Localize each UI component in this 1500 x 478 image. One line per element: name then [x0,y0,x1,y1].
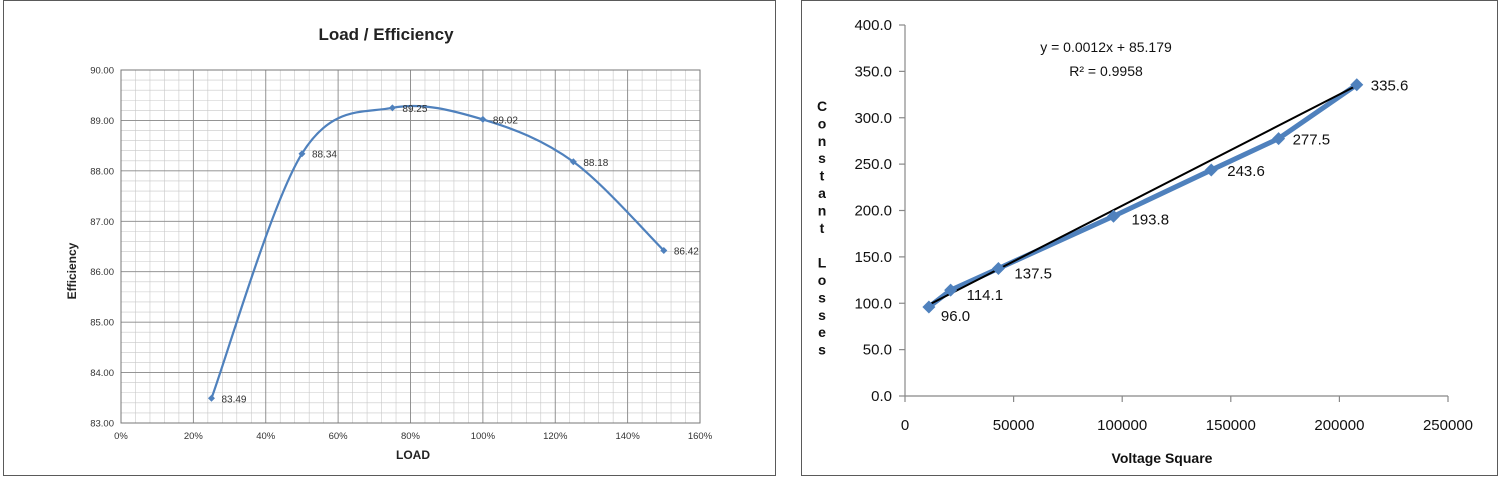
constant-losses-chart: 0.0 50.0 100.0 150.0 200.0 250.0 300.0 350.0 400… [817,17,1473,466]
y-tick-label: 87.00 [90,217,114,228]
data-label: 89.25 [402,104,427,115]
data-point [922,300,936,314]
y-axis-label-letter: s [818,150,826,166]
y-tick-labels: 83.00 84.00 85.00 86.00 87.00 88.00 89.00 90.00 [90,66,114,430]
trendline-equation: y = 0.0012x + 85.179 [1040,39,1172,55]
x-axis-label: LOAD [396,448,430,462]
x-tick-label: 200000 [1314,417,1364,434]
y-axis-label-letter: o [818,115,827,131]
y-axis-label-letter: s [818,289,826,305]
x-tick-label: 0 [901,417,909,434]
data-point [1204,163,1218,177]
y-axis-label-letter: e [818,324,826,340]
x-tick-label: 150000 [1206,417,1256,434]
trendline-r-squared: R² = 0.9958 [1069,63,1143,79]
data-label: 243.6 [1227,163,1265,180]
data-label: 114.1 [967,287,1003,304]
data-point [388,104,396,112]
y-axis-label-letter: n [818,202,827,218]
x-tick-label: 120% [543,431,568,442]
data-label: 96.0 [941,308,970,325]
data-point [569,158,577,166]
efficiency-data-labels: 83.49 88.34 89.25 89.02 88.18 86.42 [221,104,699,405]
efficiency-chart-panel: Load / Efficiency 83.00 84.00 85.00 86.00 87… [3,0,776,476]
y-tick-label: 400.0 [854,17,892,34]
data-label: 89.02 [493,115,518,126]
y-axis-label-letter: t [820,220,825,236]
y-axis-label-letter: n [818,133,827,149]
data-point [298,150,306,158]
constant-losses-chart-panel: 0.0 50.0 100.0 150.0 200.0 250.0 300.0 350.0 400… [801,0,1498,476]
losses-data-labels: 96.0 114.1 137.5 193.8 243.6 277.5 335.6 [941,78,1408,325]
data-point [1350,78,1364,92]
x-tick-label: 40% [256,431,276,442]
x-tick-label: 140% [615,431,640,442]
x-axis-label: Voltage Square [1112,450,1213,466]
data-point [1107,209,1121,223]
x-tick-label: 60% [329,431,349,442]
trendline [928,84,1358,306]
chart-grid [120,69,701,424]
data-label: 277.5 [1293,132,1331,149]
losses-series-points [922,78,1364,314]
chart-title: Load / Efficiency [318,25,454,44]
x-tick-label: 100% [471,431,496,442]
y-axis-label-letter: C [817,98,827,114]
data-point [207,394,215,402]
x-tick-label: 160% [688,431,713,442]
y-axis-label-letter: a [818,185,826,201]
x-tick-label: 250000 [1423,417,1473,434]
y-axis-label-letter: s [818,307,826,323]
efficiency-series-line [210,104,665,399]
y-axis-label-letter: o [818,272,827,288]
data-point [660,247,668,255]
y-axis-label-letter: L [818,255,827,271]
x-tick-label: 100000 [1097,417,1147,434]
data-label: 193.8 [1132,211,1170,228]
y-tick-label: 300.0 [854,110,892,127]
x-tick-labels: 0 50000 100000 150000 200000 250000 [901,417,1473,434]
y-tick-label: 50.0 [863,342,892,359]
y-tick-label: 90.00 [90,66,114,77]
x-tick-label: 0% [114,431,128,442]
data-point [479,115,487,123]
y-tick-label: 100.0 [854,295,892,312]
y-tick-label: 150.0 [854,249,892,266]
chart-axes [899,24,1449,402]
y-tick-label: 0.0 [871,388,892,405]
y-tick-label: 85.00 [90,318,114,329]
y-tick-label: 83.00 [90,419,114,430]
y-tick-label: 89.00 [90,116,114,127]
data-label: 88.34 [312,150,337,161]
y-tick-label: 200.0 [854,203,892,220]
x-tick-labels: 0% 20% 40% 60% 80% 100% 120% 140% 160% [114,431,713,442]
efficiency-series-points [207,104,668,402]
y-tick-label: 86.00 [90,267,114,278]
y-tick-label: 250.0 [854,156,892,173]
y-tick-label: 350.0 [854,63,892,80]
x-tick-label: 80% [401,431,421,442]
data-label: 88.18 [583,158,608,169]
data-label: 137.5 [1014,265,1052,282]
y-tick-labels: 0.0 50.0 100.0 150.0 200.0 250.0 300.0 350.0 400… [854,17,892,405]
x-tick-label: 50000 [993,417,1035,434]
y-axis-label-letter: t [820,168,825,184]
y-tick-label: 88.00 [90,166,114,177]
y-tick-label: 84.00 [90,368,114,379]
data-point [991,261,1005,275]
data-label: 83.49 [221,394,246,405]
efficiency-chart: Load / Efficiency 83.00 84.00 85.00 86.00 87… [65,25,713,462]
data-label: 335.6 [1371,78,1409,95]
x-tick-label: 20% [184,431,204,442]
y-axis-label: Efficiency [65,242,79,299]
data-point [944,283,958,297]
plot-area-border [120,69,701,424]
data-point [1272,132,1286,146]
data-label: 86.42 [674,247,699,258]
y-axis-label-letter: s [818,342,826,358]
